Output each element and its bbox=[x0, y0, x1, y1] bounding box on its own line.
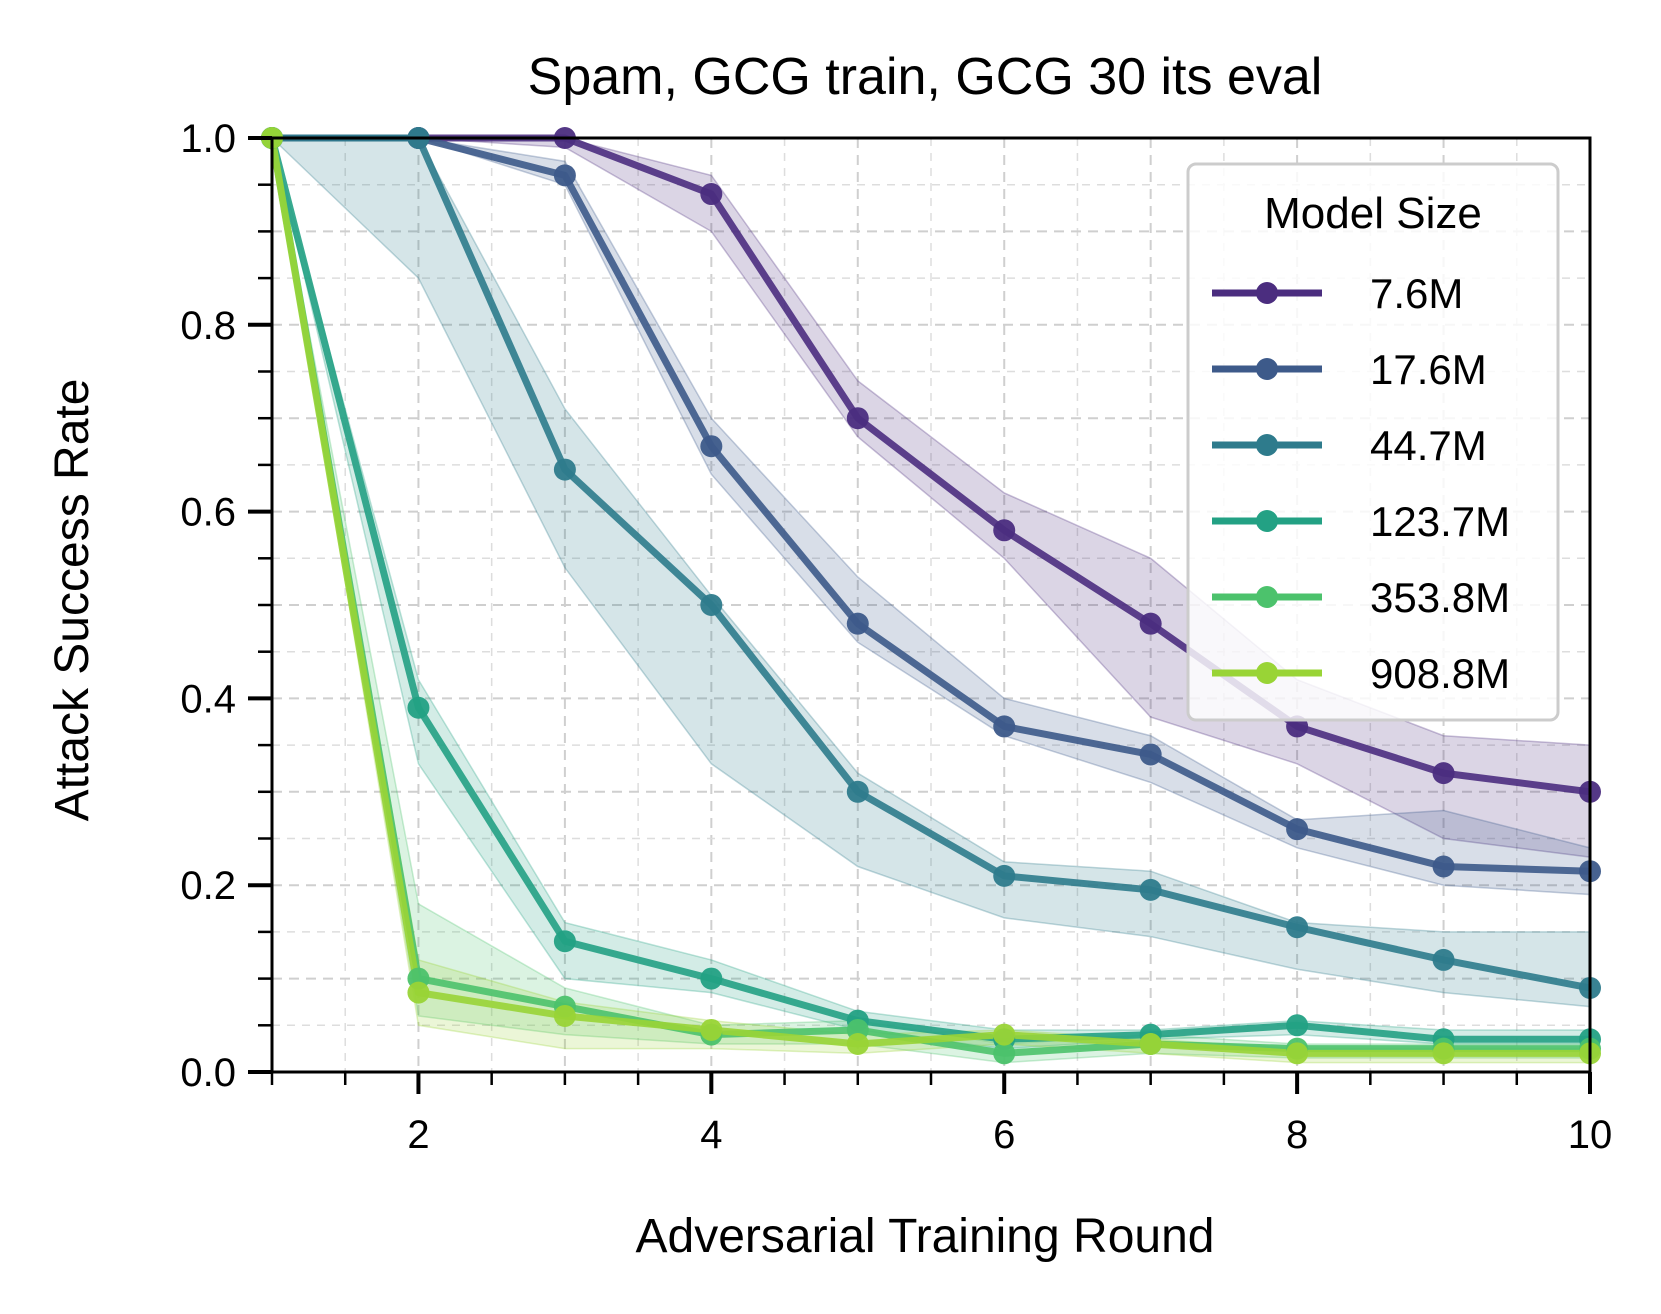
y-tick-label: 0.4 bbox=[180, 677, 236, 721]
data-point bbox=[1432, 762, 1455, 785]
legend-label: 353.8M bbox=[1370, 574, 1510, 621]
data-point bbox=[700, 435, 723, 458]
data-point bbox=[553, 1004, 576, 1027]
legend-swatch-marker bbox=[1256, 662, 1278, 684]
series-line bbox=[272, 134, 1591, 875]
legend-label: 123.7M bbox=[1370, 498, 1510, 545]
data-point bbox=[1286, 916, 1309, 939]
chart-title: Spam, GCG train, GCG 30 its eval bbox=[528, 48, 1323, 106]
data-point bbox=[993, 715, 1016, 738]
data-point bbox=[553, 458, 576, 481]
data-point bbox=[1139, 1032, 1162, 1055]
y-tick-label: 1.0 bbox=[180, 117, 236, 161]
legend-label: 44.7M bbox=[1370, 422, 1487, 469]
data-point bbox=[846, 780, 869, 803]
y-axis-label: Attack Success Rate bbox=[46, 379, 99, 822]
data-point bbox=[407, 981, 430, 1004]
data-point bbox=[846, 407, 869, 430]
data-point bbox=[1432, 1042, 1455, 1065]
x-axis-label: Adversarial Training Round bbox=[636, 1210, 1215, 1263]
data-point bbox=[700, 183, 723, 206]
legend-swatch-marker bbox=[1256, 358, 1278, 380]
legend-label: 7.6M bbox=[1370, 270, 1463, 317]
data-point bbox=[1139, 743, 1162, 766]
data-point bbox=[993, 864, 1016, 887]
legend-swatch-marker bbox=[1256, 434, 1278, 456]
data-point bbox=[1286, 1042, 1309, 1065]
data-point bbox=[1432, 948, 1455, 971]
legend-label: 17.6M bbox=[1370, 346, 1487, 393]
legend-label: 908.8M bbox=[1370, 650, 1510, 697]
x-tick-label: 8 bbox=[1286, 1113, 1308, 1157]
data-point bbox=[846, 1032, 869, 1055]
data-point bbox=[1286, 818, 1309, 841]
data-point bbox=[993, 519, 1016, 542]
series-line bbox=[272, 134, 1591, 992]
axis-ticks bbox=[248, 136, 1592, 1094]
data-point bbox=[553, 930, 576, 953]
legend: Model Size 7.6M 17.6M 44.7M 123.7M 353.8M 908… bbox=[1186, 162, 1560, 722]
series-line bbox=[268, 137, 1590, 1057]
legend-swatch-marker bbox=[1256, 282, 1278, 304]
y-tick-label: 0.8 bbox=[180, 304, 236, 348]
data-point bbox=[1432, 855, 1455, 878]
data-point bbox=[553, 164, 576, 187]
legend-box bbox=[1186, 162, 1560, 722]
legend-title: Model Size bbox=[1264, 189, 1482, 238]
x-tick-label: 6 bbox=[993, 1113, 1015, 1157]
x-tick-label: 2 bbox=[407, 1113, 429, 1157]
data-point bbox=[993, 1042, 1016, 1065]
x-tick-label: 10 bbox=[1568, 1113, 1613, 1157]
data-point bbox=[993, 1023, 1016, 1046]
tick-labels: 2 4 6 8 10 0.0 0.2 0.4 0.6 0.8 1.0 bbox=[180, 117, 1612, 1157]
data-point bbox=[407, 696, 430, 719]
y-tick-label: 0.6 bbox=[180, 491, 236, 535]
legend-swatch-marker bbox=[1256, 586, 1278, 608]
data-point bbox=[700, 594, 723, 616]
x-tick-label: 4 bbox=[700, 1113, 722, 1157]
series-markers bbox=[261, 127, 1601, 1065]
data-point bbox=[700, 1018, 723, 1041]
data-point bbox=[846, 612, 869, 635]
data-point bbox=[1139, 612, 1162, 635]
y-tick-label: 0.0 bbox=[180, 1051, 236, 1095]
legend-swatch-marker bbox=[1256, 510, 1278, 532]
data-point bbox=[1286, 1014, 1309, 1037]
y-tick-label: 0.2 bbox=[180, 864, 236, 908]
data-point bbox=[700, 967, 723, 990]
data-point bbox=[1139, 878, 1162, 901]
series-line bbox=[268, 137, 1590, 1043]
